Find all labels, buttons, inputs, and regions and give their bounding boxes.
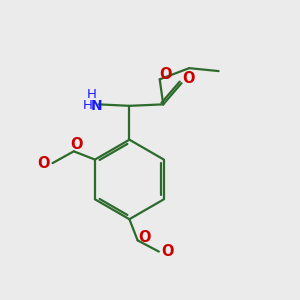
Text: H: H bbox=[87, 88, 97, 101]
Text: O: O bbox=[70, 137, 83, 152]
Text: H: H bbox=[82, 99, 92, 112]
Text: O: O bbox=[38, 156, 50, 171]
Text: O: O bbox=[161, 244, 174, 259]
Text: O: O bbox=[183, 71, 195, 86]
Text: O: O bbox=[138, 230, 150, 245]
Text: N: N bbox=[91, 99, 103, 113]
Text: O: O bbox=[159, 67, 171, 82]
